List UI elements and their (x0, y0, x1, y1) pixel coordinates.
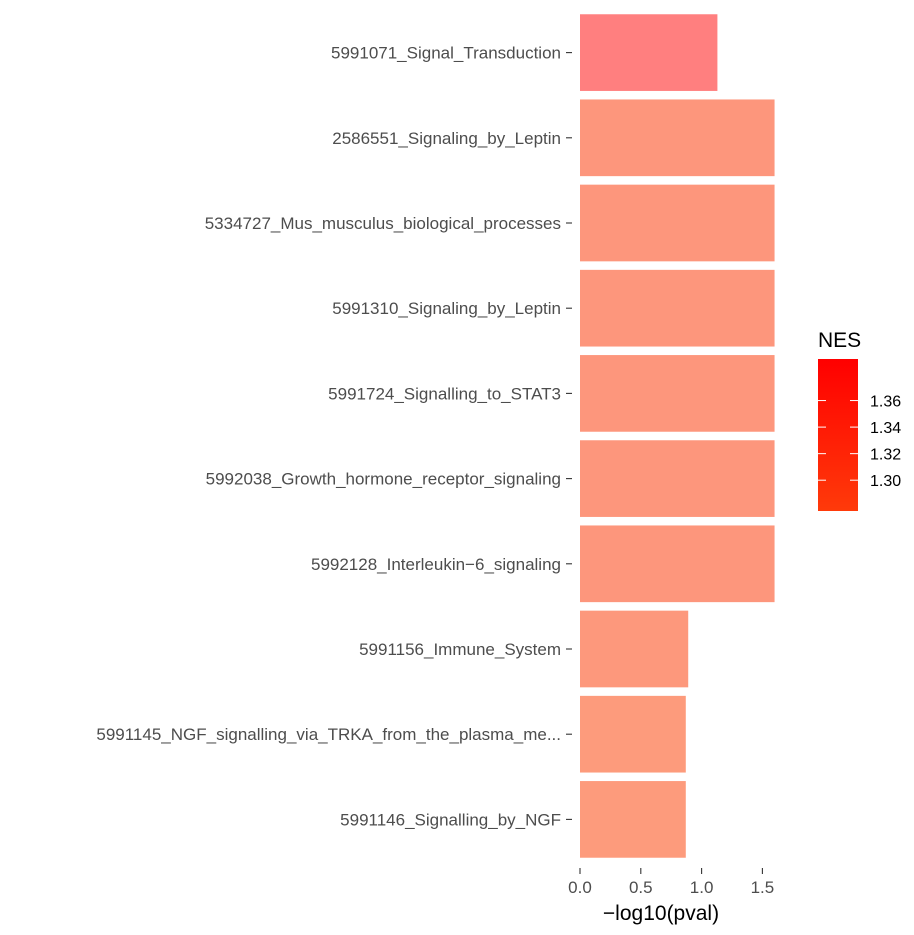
legend-tick-label: 1.32 (870, 447, 901, 464)
x-tick-label: 1.0 (690, 878, 714, 897)
category-label: 5991145_NGF_signalling_via_TRKA_from_the… (96, 725, 561, 744)
bar (580, 99, 775, 177)
legend-ticks: 1.36 1.34 1.32 1.30 (818, 394, 901, 490)
bar (580, 184, 775, 262)
legend-tick-label: 1.34 (870, 420, 901, 437)
category-label: 5992038_Growth_hormone_receptor_signalin… (206, 470, 561, 489)
category-label: 5992128_Interleukin−6_signaling (311, 555, 561, 574)
category-label: 5991146_Signalling_by_NGF (340, 810, 561, 829)
x-axis-title: −log10(pval) (603, 902, 719, 925)
legend-tick-label: 1.30 (870, 473, 901, 490)
bar (580, 781, 686, 858)
category-label: 5991310_Signaling_by_Leptin (332, 299, 561, 318)
bar (580, 14, 718, 91)
legend-tick-label: 1.36 (870, 394, 901, 411)
x-tick-label: 0.0 (568, 878, 592, 897)
bar (580, 440, 775, 517)
category-labels: 5991071_Signal_Transduction 2586551_Signa… (96, 44, 572, 829)
x-axis: 0.0 0.5 1.0 1.5 (568, 868, 774, 897)
nes-legend: NES 1.36 1.34 1.32 1.30 (818, 329, 901, 511)
x-tick-label: 1.5 (751, 878, 775, 897)
category-label: 5334727_Mus_musculus_biological_processe… (205, 214, 561, 233)
category-label: 5991724_Signalling_to_STAT3 (328, 384, 561, 403)
x-tick-label: 0.5 (629, 878, 653, 897)
bar (580, 695, 686, 773)
category-label: 5991156_Immune_System (359, 640, 561, 659)
category-label: 2586551_Signaling_by_Leptin (332, 129, 561, 148)
legend-colorbar (818, 359, 858, 511)
category-label: 5991071_Signal_Transduction (331, 44, 561, 63)
bar (580, 355, 775, 432)
bar (580, 269, 775, 347)
bar (580, 525, 775, 603)
bar-group (580, 14, 775, 858)
legend-title: NES (818, 329, 861, 352)
bar (580, 610, 689, 688)
